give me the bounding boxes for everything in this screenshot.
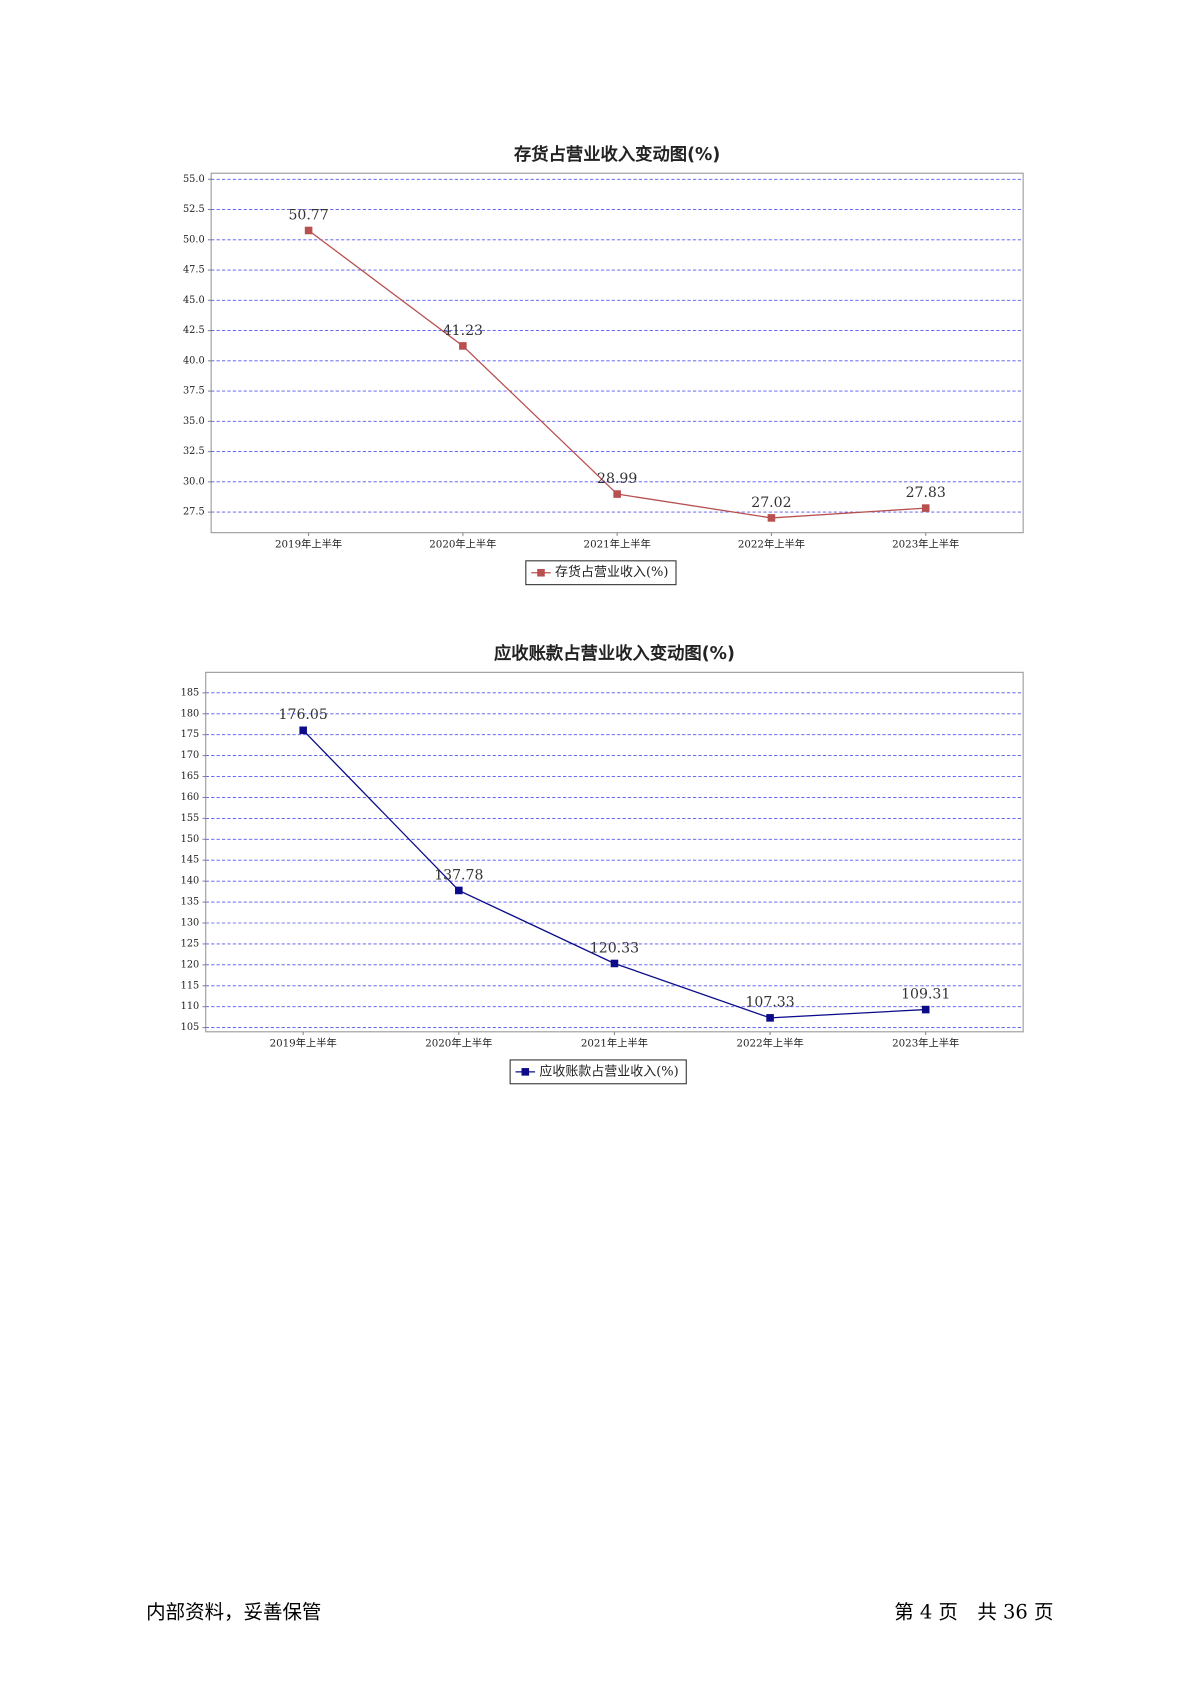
legend-label: 应收账款占营业收入(%) xyxy=(539,1063,678,1079)
y-tick-label: 37.5 xyxy=(183,386,205,397)
value-label: 137.78 xyxy=(434,867,483,883)
y-tick-label: 105 xyxy=(181,1022,200,1033)
value-label: 107.33 xyxy=(745,995,794,1011)
y-tick-label: 110 xyxy=(181,1001,200,1012)
chart-title: 应收账款占营业收入变动图(%) xyxy=(494,643,735,664)
value-label: 28.99 xyxy=(597,471,637,487)
y-tick-label: 135 xyxy=(181,897,200,908)
point-marker xyxy=(455,886,463,895)
x-tick-label: 2020年上半年 xyxy=(425,1037,492,1050)
legend-box xyxy=(509,1059,687,1085)
y-tick-label: 155 xyxy=(181,813,200,824)
y-tick-label: 27.5 xyxy=(183,507,205,518)
y-tick-label: 180 xyxy=(181,708,200,719)
y-tick-label: 40.0 xyxy=(183,355,205,366)
y-tick-label: 30.0 xyxy=(183,476,205,487)
y-tick-label: 125 xyxy=(181,938,200,949)
value-label: 176.05 xyxy=(279,707,328,723)
y-tick-label: 42.5 xyxy=(183,325,205,336)
point-marker xyxy=(921,504,930,512)
x-tick-label: 2020年上半年 xyxy=(429,538,496,551)
y-tick-label: 170 xyxy=(181,750,200,761)
x-tick-label: 2019年上半年 xyxy=(275,538,342,551)
x-tick-label: 2022年上半年 xyxy=(736,1037,803,1050)
y-tick-label: 175 xyxy=(181,729,200,740)
y-tick-label: 150 xyxy=(181,834,200,845)
value-label: 109.31 xyxy=(901,986,950,1002)
point-marker xyxy=(767,514,776,522)
y-tick-label: 50.0 xyxy=(183,234,205,245)
y-tick-label: 165 xyxy=(181,771,200,782)
legend-label: 存货占营业收入(%) xyxy=(555,564,668,580)
x-tick-label: 2023年上半年 xyxy=(892,1037,959,1050)
y-tick-label: 32.5 xyxy=(183,446,205,457)
plot-area xyxy=(210,172,1024,534)
point-marker xyxy=(304,226,313,235)
x-tick-label: 2021年上半年 xyxy=(584,538,651,551)
legend-marker xyxy=(537,568,545,577)
y-tick-label: 185 xyxy=(181,687,200,698)
y-tick-label: 160 xyxy=(181,792,200,803)
y-tick-label: 120 xyxy=(181,959,200,970)
point-marker xyxy=(459,342,467,350)
x-tick-label: 2023年上半年 xyxy=(892,538,959,551)
y-tick-label: 52.5 xyxy=(183,204,205,215)
point-marker xyxy=(613,490,621,498)
plot-area xyxy=(205,671,1024,1033)
y-tick-label: 140 xyxy=(181,876,200,887)
y-tick-label: 115 xyxy=(181,980,200,991)
x-tick-label: 2021年上半年 xyxy=(581,1037,648,1050)
y-tick-label: 55.0 xyxy=(183,174,205,185)
y-tick-label: 145 xyxy=(181,855,200,866)
x-tick-label: 2022年上半年 xyxy=(738,538,805,551)
y-tick-label: 47.5 xyxy=(183,265,205,276)
point-marker xyxy=(766,1014,774,1022)
value-label: 50.77 xyxy=(288,207,328,223)
footer-left: 内部资料，妥善保管 xyxy=(146,1601,321,1624)
point-marker xyxy=(299,726,307,735)
y-tick-label: 130 xyxy=(181,917,200,928)
y-tick-label: 45.0 xyxy=(183,295,205,306)
value-label: 27.83 xyxy=(906,485,946,501)
footer-page: 第 4 页 共 36 页 xyxy=(894,1601,1053,1624)
chart-title: 存货占营业收入变动图(%) xyxy=(514,144,720,165)
y-tick-label: 35.0 xyxy=(183,416,205,427)
legend-box xyxy=(525,560,677,586)
value-label: 27.02 xyxy=(751,495,791,511)
value-label: 120.33 xyxy=(590,940,639,956)
point-marker xyxy=(921,1005,930,1014)
point-marker xyxy=(610,959,619,968)
value-label: 41.23 xyxy=(443,323,483,339)
legend-marker xyxy=(521,1068,530,1076)
x-tick-label: 2019年上半年 xyxy=(270,1037,337,1050)
